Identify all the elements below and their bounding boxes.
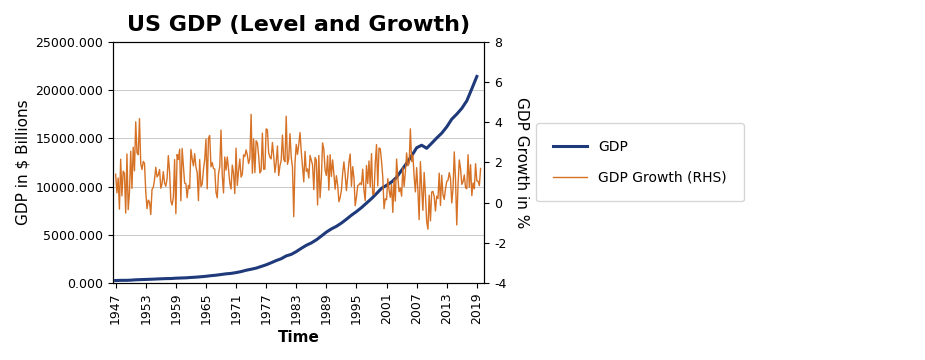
Line: GDP Growth (RHS): GDP Growth (RHS) [116,114,481,229]
GDP [290,249,302,254]
GDP [472,74,483,78]
GDP Growth (RHS) [321,173,332,177]
Y-axis label: GDP in $ Billions: GDP in $ Billions [15,100,30,225]
GDP [437,131,448,135]
Line: GDP: GDP [116,76,477,280]
GDP Growth (RHS) [110,172,121,176]
GDP Growth (RHS) [300,149,311,153]
GDP [411,145,422,150]
GDP Growth (RHS) [206,161,217,165]
GDP [191,275,202,279]
GDP Growth (RHS) [234,157,245,161]
GDP Growth (RHS) [475,166,487,171]
Legend: GDP, GDP Growth (RHS): GDP, GDP Growth (RHS) [536,123,744,202]
GDP Growth (RHS) [472,179,483,183]
GDP [230,270,241,275]
GDP Growth (RHS) [423,227,434,231]
Y-axis label: GDP Growth in %: GDP Growth in % [513,97,529,228]
GDP [421,146,432,150]
GDP [110,278,121,283]
Title: US GDP (Level and Growth): US GDP (Level and Growth) [128,15,470,35]
GDP Growth (RHS) [245,112,256,117]
X-axis label: Time: Time [278,330,320,345]
GDP Growth (RHS) [204,133,216,138]
